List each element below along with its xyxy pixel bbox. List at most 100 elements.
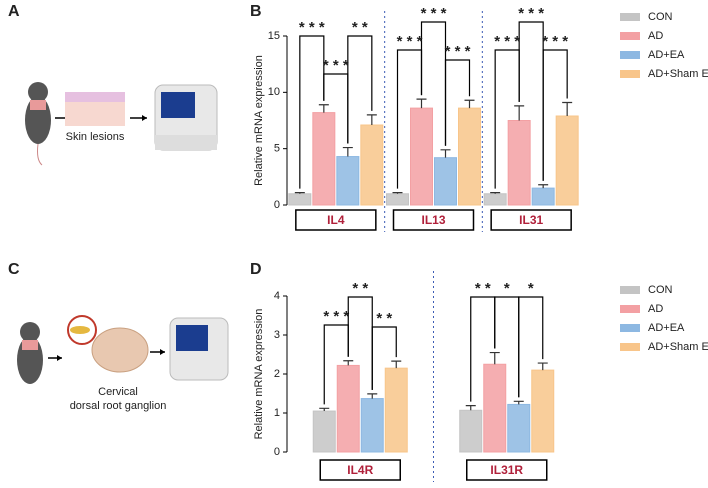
significance-label: * * *: [299, 19, 325, 36]
error-bar: [514, 105, 525, 121]
bar: [531, 369, 555, 453]
y-tick-label: 1: [274, 407, 280, 419]
error-bar: [465, 404, 476, 411]
bar: [336, 156, 360, 206]
legend-label: CON: [648, 11, 673, 23]
significance-label: * * *: [323, 57, 349, 74]
error-bar: [464, 99, 475, 109]
y-tick-label: 4: [274, 290, 280, 302]
error-bar: [392, 192, 403, 194]
error-bar: [342, 146, 353, 157]
y-tick-label: 0: [274, 199, 280, 211]
legend-label: AD: [648, 303, 663, 315]
bar: [434, 157, 457, 206]
error-bar: [343, 360, 354, 366]
schematic-c: [17, 315, 229, 384]
category-box: [466, 459, 548, 481]
error-bar: [319, 407, 330, 412]
error-bar: [367, 393, 378, 399]
legend-swatch: [620, 51, 640, 59]
significance-bracket: [299, 35, 325, 189]
bar: [360, 124, 384, 206]
significance-bracket: [542, 49, 568, 181]
bar: [386, 193, 409, 206]
significance-bracket: [323, 73, 349, 144]
legend-swatch: [620, 343, 640, 351]
bar: [531, 187, 555, 206]
error-bar: [440, 149, 451, 158]
bar: [410, 107, 433, 206]
bar: [507, 403, 531, 453]
panel-label: D: [250, 261, 262, 278]
legend-label: AD: [648, 30, 663, 42]
significance-bracket: [518, 296, 544, 398]
significance-bracket: [396, 49, 423, 189]
significance-label: *: [528, 280, 534, 297]
error-bar: [562, 101, 573, 116]
bar: [483, 363, 507, 453]
panel-label: C: [8, 261, 20, 278]
error-bar: [513, 400, 524, 405]
error-bar: [538, 184, 549, 189]
y-tick-label: 2: [274, 368, 280, 380]
y-axis-label: Relative mRNA expression: [253, 309, 265, 440]
legend-swatch: [620, 32, 640, 40]
bar: [458, 107, 481, 206]
bar: [360, 398, 384, 453]
schematic-label: Cervical: [98, 386, 138, 398]
legend-swatch: [620, 305, 640, 313]
panel-label: A: [8, 3, 20, 20]
significance-label: * *: [352, 19, 368, 36]
legend-swatch: [620, 324, 640, 332]
x-tick-label: IL31: [519, 213, 543, 227]
significance-label: * * *: [445, 43, 471, 60]
significance-label: * *: [352, 280, 368, 297]
significance-label: * * *: [397, 33, 423, 50]
bar: [459, 409, 483, 453]
bar: [384, 367, 408, 453]
legend-swatch: [620, 286, 640, 294]
x-tick-label: IL13: [421, 213, 445, 227]
error-bar: [294, 192, 305, 194]
category-box: [392, 209, 475, 231]
error-bar: [490, 192, 501, 194]
x-tick-label: IL4: [327, 213, 345, 227]
legend-label: AD+Sham EA: [648, 68, 708, 80]
error-bar: [537, 362, 548, 371]
legend-label: CON: [648, 284, 673, 296]
significance-bracket: [494, 49, 520, 189]
y-tick-label: 3: [274, 329, 280, 341]
category-box: [490, 209, 572, 231]
legend-swatch: [620, 13, 640, 21]
y-tick-label: 5: [274, 143, 280, 155]
bar: [288, 193, 312, 206]
x-tick-label: IL31R: [490, 463, 523, 477]
panel-label: B: [250, 3, 262, 20]
significance-label: * * *: [494, 33, 520, 50]
y-axis-label: Relative mRNA expression: [253, 55, 265, 186]
bar: [336, 364, 360, 453]
y-tick-label: 10: [268, 86, 280, 98]
legend-label: AD+Sham EA: [648, 341, 708, 353]
bar: [555, 115, 579, 206]
significance-bracket: [371, 326, 397, 390]
category-box: [295, 209, 377, 231]
legend-label: AD+EA: [648, 49, 685, 61]
legend-swatch: [620, 70, 640, 78]
y-tick-label: 15: [268, 30, 280, 42]
significance-label: * * *: [421, 5, 447, 22]
significance-bracket: [444, 59, 471, 146]
bar: [312, 410, 336, 453]
legend-label: AD+EA: [648, 322, 685, 334]
significance-label: * * *: [323, 308, 349, 325]
bar: [507, 120, 531, 206]
significance-label: * * *: [542, 33, 568, 50]
schematic-label: Skin lesions: [66, 131, 125, 143]
y-tick-label: 0: [274, 446, 280, 458]
category-box: [319, 459, 401, 481]
schematic-label: dorsal root ganglion: [70, 400, 167, 412]
x-tick-label: IL4R: [347, 463, 373, 477]
significance-label: * * *: [518, 5, 544, 22]
error-bar: [318, 104, 329, 113]
